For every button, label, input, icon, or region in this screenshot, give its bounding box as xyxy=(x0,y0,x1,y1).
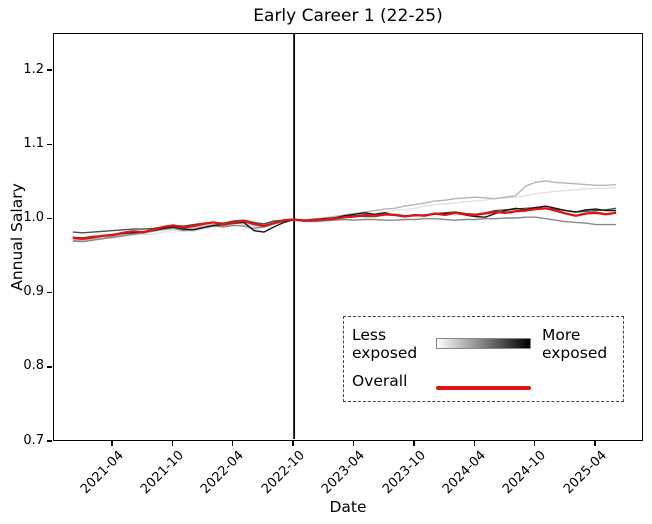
x-tick-label: 2021-04 xyxy=(77,448,127,498)
y-tick-mark xyxy=(47,291,52,294)
y-tick-label: 1.2 xyxy=(23,61,44,77)
overall-line-sample xyxy=(436,386,531,390)
x-tick-mark xyxy=(352,441,355,446)
y-tick-mark xyxy=(47,143,52,145)
x-tick-label: 2022-10 xyxy=(258,448,308,498)
x-tick-mark xyxy=(413,441,415,446)
x-tick-mark xyxy=(533,441,536,446)
x-tick-label: 2023-04 xyxy=(319,448,369,498)
series-line-overall xyxy=(72,207,617,240)
legend-overall-label: Overall xyxy=(352,372,408,390)
x-tick-label: 2024-04 xyxy=(439,448,489,498)
x-tick-mark xyxy=(473,441,475,446)
legend: Less exposed More exposed Overall xyxy=(343,316,624,402)
x-tick-label: 2023-10 xyxy=(379,448,429,498)
x-tick-mark xyxy=(111,441,113,446)
x-tick-mark xyxy=(232,441,234,446)
x-tick-mark xyxy=(171,441,174,446)
x-tick-label: 2025-04 xyxy=(560,448,610,498)
y-tick-label: 1.1 xyxy=(23,135,44,151)
chart-title: Early Career 1 (22-25) xyxy=(253,6,443,26)
chart-lines-svg xyxy=(72,34,617,439)
y-tick-mark xyxy=(47,440,52,442)
y-tick-label: 1.0 xyxy=(23,209,44,225)
series-line-exposure-quintile-5-most-exposed xyxy=(72,205,617,239)
x-tick-label: 2024-10 xyxy=(500,448,550,498)
x-tick-label: 2022-04 xyxy=(198,448,248,498)
x-tick-label: 2021-10 xyxy=(137,448,187,498)
y-tick-mark xyxy=(47,366,52,368)
exposure-gradient-bar xyxy=(436,338,531,349)
y-tick-mark xyxy=(47,69,52,71)
series-line-exposure-quintile-2 xyxy=(72,180,617,241)
y-tick-label: 0.9 xyxy=(23,284,44,300)
y-tick-label: 0.8 xyxy=(23,358,44,374)
x-tick-mark xyxy=(292,441,294,446)
legend-less-exposed-label: Less exposed xyxy=(352,326,418,362)
x-axis-label: Date xyxy=(329,498,367,516)
y-tick-mark xyxy=(47,217,52,220)
y-tick-label: 0.7 xyxy=(23,432,44,448)
plot-area: Less exposed More exposed Overall xyxy=(53,33,643,441)
legend-more-exposed-label: More exposed xyxy=(542,326,608,362)
x-tick-mark xyxy=(594,441,596,446)
